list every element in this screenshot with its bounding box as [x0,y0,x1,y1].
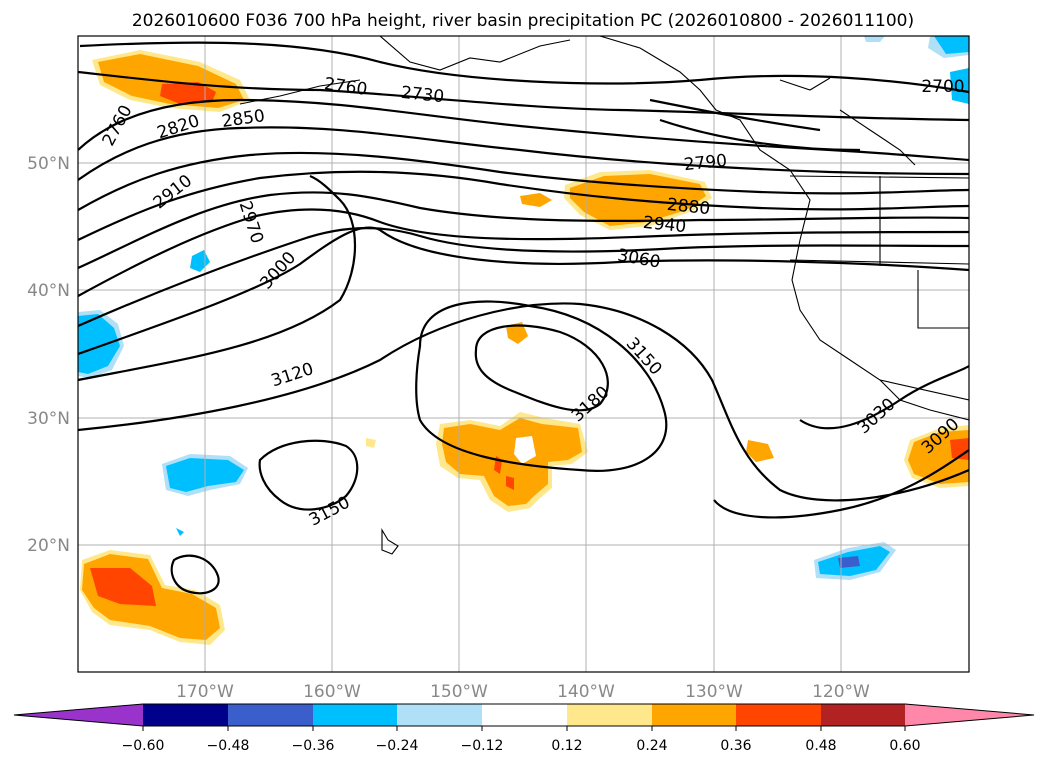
lat-label: 20°N [27,536,70,556]
colorbar-swatch [313,704,397,726]
height-contours [78,41,969,595]
lon-label: 160°W [303,682,361,702]
longitude-labels: 170°W 160°W 150°W 140°W 130°W 120°W [176,682,870,702]
colorbar-swatch [652,704,736,726]
lat-label: 50°N [27,154,70,174]
map-frame [77,35,970,673]
colorbar: −0.60 −0.48 −0.36 −0.24 −0.12 0.12 0.24 … [13,703,1035,754]
lon-label: 150°W [430,682,488,702]
colorbar-tick-label: −0.36 [292,738,335,754]
contour-label: 2730 [400,83,445,107]
colorbar-swatch [228,704,313,726]
colorbar-swatch [14,704,143,726]
lon-label: 140°W [557,682,615,702]
lon-label: 130°W [685,682,743,702]
colorbar-tick-label: −0.24 [376,738,419,754]
colorbar-swatch [821,704,905,726]
colorbar-swatch [905,704,1034,726]
colorbar-tick-label: −0.48 [207,738,250,754]
colorbar-ticks [142,726,906,731]
shaded-anomalies [78,36,969,645]
colorbar-tick-label: 0.24 [636,738,667,754]
colorbar-tick-label: −0.12 [461,738,504,754]
colorbar-tick-label: −0.60 [122,738,165,754]
colorbar-swatch [143,704,228,726]
colorbar-swatch [736,704,821,726]
contour-label: 2700 [921,77,964,97]
contour-label: 2790 [683,151,728,175]
lat-label: 30°N [27,409,70,429]
colorbar-tick-label: 0.60 [889,738,920,754]
latitude-labels: 50°N 40°N 30°N 20°N [27,154,70,556]
figure-title: 2026010600 F036 700 hPa height, river ba… [132,11,914,31]
contour-label: 2880 [666,195,711,219]
colorbar-swatch [397,704,482,726]
colorbar-tick-label: 0.12 [551,738,582,754]
colorbar-swatch [567,704,652,726]
colorbar-tick-label: 0.36 [720,738,751,754]
lon-label: 120°W [812,682,870,702]
lat-label: 40°N [27,281,70,301]
colorbar-swatch [482,704,567,726]
colorbar-tick-label: 0.48 [805,738,836,754]
lon-label: 170°W [176,682,234,702]
contour-label: 2940 [642,213,687,237]
